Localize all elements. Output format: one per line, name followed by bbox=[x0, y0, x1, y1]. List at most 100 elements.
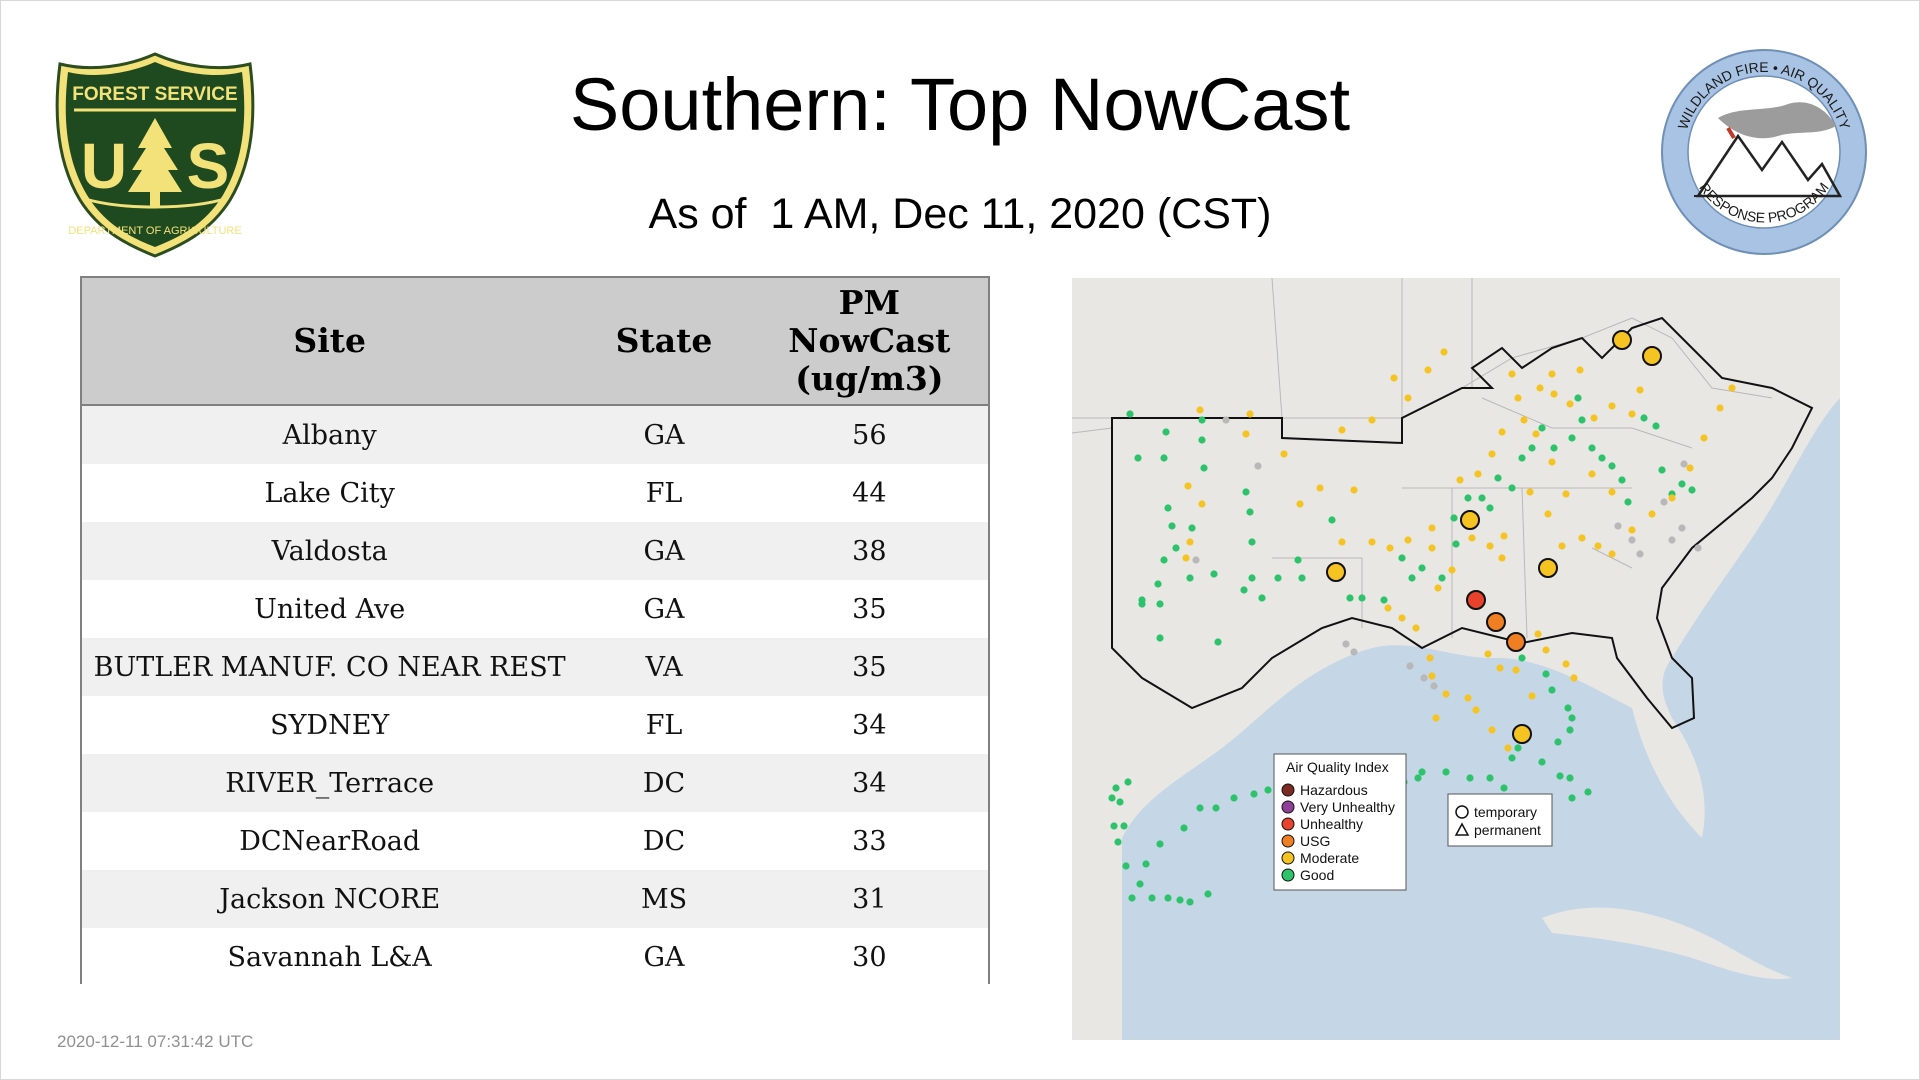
site-dot bbox=[1534, 630, 1542, 638]
site-dot bbox=[1456, 476, 1464, 484]
site-dot bbox=[1316, 484, 1324, 492]
site-dot bbox=[1204, 890, 1212, 898]
site-dot bbox=[1164, 504, 1172, 512]
legend-label-moderate: Moderate bbox=[1300, 850, 1359, 866]
cell-state: MS bbox=[577, 870, 751, 928]
cell-state: GA bbox=[577, 580, 751, 638]
legend-label-very-unhealthy: Very Unhealthy bbox=[1300, 799, 1395, 815]
column-header-pm-nowcast: PM NowCast (ug/m3) bbox=[750, 278, 988, 406]
site-dot bbox=[1212, 804, 1220, 812]
site-dot bbox=[1542, 670, 1550, 678]
site-dot bbox=[1214, 638, 1222, 646]
table-row: Jackson NCORE MS 31 bbox=[82, 870, 988, 928]
site-dot bbox=[1508, 484, 1516, 492]
site-dot bbox=[1564, 704, 1572, 712]
site-dot bbox=[1488, 450, 1496, 458]
table-row: BUTLER MANUF. CO NEAR REST VA 35 bbox=[82, 638, 988, 696]
site-dot bbox=[1512, 666, 1520, 674]
table-row: Valdosta GA 38 bbox=[82, 522, 988, 580]
site-dot bbox=[1112, 784, 1120, 792]
site-dot bbox=[1640, 414, 1648, 422]
site-dot bbox=[1688, 486, 1696, 494]
site-dot bbox=[1258, 594, 1266, 602]
table-row: Albany GA 56 bbox=[82, 405, 988, 464]
site-dot bbox=[1484, 650, 1492, 658]
site-dot bbox=[1110, 822, 1118, 830]
site-dot bbox=[1412, 624, 1420, 632]
site-dot bbox=[1466, 774, 1474, 782]
site-dot bbox=[1576, 366, 1584, 374]
southern-region-outline bbox=[1111, 316, 1814, 730]
site-dot bbox=[1442, 768, 1450, 776]
site-dot bbox=[1424, 366, 1432, 374]
table-row: Lake City FL 44 bbox=[82, 464, 988, 522]
site-dot bbox=[1136, 880, 1144, 888]
site-dot bbox=[1198, 416, 1206, 424]
site-dot bbox=[1426, 654, 1434, 662]
site-dot bbox=[1678, 524, 1686, 532]
site-dot bbox=[1478, 494, 1486, 502]
site-dot bbox=[1186, 574, 1194, 582]
site-marker-usg bbox=[1486, 612, 1506, 632]
site-dot bbox=[1164, 894, 1172, 902]
site-dot bbox=[1594, 542, 1602, 550]
site-dot bbox=[1294, 556, 1302, 564]
site-marker-moderate bbox=[1512, 724, 1532, 744]
site-dot bbox=[1192, 556, 1200, 564]
site-dot bbox=[1658, 466, 1666, 474]
site-dot bbox=[1414, 774, 1422, 782]
site-dot bbox=[1660, 498, 1668, 506]
aqi-map: Air Quality Index Hazardous Very Unhealt… bbox=[1072, 278, 1840, 1040]
site-dot bbox=[1528, 692, 1536, 700]
site-dot bbox=[1246, 508, 1254, 516]
site-dot bbox=[1544, 510, 1552, 518]
site-dot bbox=[1196, 804, 1204, 812]
marker-shape-legend: temporary permanent bbox=[1447, 793, 1553, 847]
site-dot bbox=[1526, 488, 1534, 496]
site-dot bbox=[1160, 454, 1168, 462]
site-dot bbox=[1628, 526, 1636, 534]
site-dot bbox=[1162, 428, 1170, 436]
site-marker-usg bbox=[1506, 632, 1526, 652]
site-dot bbox=[1588, 444, 1596, 452]
site-dot bbox=[1550, 444, 1558, 452]
cell-value: 38 bbox=[750, 522, 988, 580]
site-dot bbox=[1636, 550, 1644, 558]
cell-value: 35 bbox=[750, 638, 988, 696]
cell-value: 34 bbox=[750, 754, 988, 812]
cell-site: DCNearRoad bbox=[82, 812, 578, 870]
table-row: United Ave GA 35 bbox=[82, 580, 988, 638]
legend-label-usg: USG bbox=[1300, 833, 1330, 849]
site-dot bbox=[1570, 674, 1578, 682]
site-dot bbox=[1520, 416, 1528, 424]
site-dot bbox=[1566, 400, 1574, 408]
site-dot bbox=[1428, 672, 1436, 680]
cell-state: DC bbox=[577, 754, 751, 812]
table-header-row: Site State PM NowCast (ug/m3) bbox=[82, 278, 988, 406]
site-dot bbox=[1614, 522, 1622, 530]
site-dot bbox=[1398, 614, 1406, 622]
column-header-site: Site bbox=[82, 278, 578, 406]
site-dot bbox=[1566, 774, 1574, 782]
site-dot bbox=[1518, 654, 1526, 662]
site-dot bbox=[1346, 594, 1354, 602]
wildland-fire-air-quality-seal-icon: WILDLAND FIRE • AIR QUALITY RESPONSE PRO… bbox=[1658, 46, 1870, 258]
cell-value: 44 bbox=[750, 464, 988, 522]
site-dot bbox=[1686, 464, 1694, 472]
site-dot bbox=[1248, 574, 1256, 582]
site-dot bbox=[1188, 524, 1196, 532]
cell-site: SYDNEY bbox=[82, 696, 578, 754]
site-dot bbox=[1608, 488, 1616, 496]
site-dot bbox=[1498, 554, 1506, 562]
cell-value: 56 bbox=[750, 405, 988, 464]
cell-value: 30 bbox=[750, 928, 988, 986]
aqi-map-canvas: Air Quality Index Hazardous Very Unhealt… bbox=[1072, 278, 1840, 1040]
site-dot bbox=[1296, 500, 1304, 508]
site-dot bbox=[1418, 564, 1426, 572]
site-dot bbox=[1114, 838, 1122, 846]
site-dot bbox=[1390, 374, 1398, 382]
site-dot bbox=[1694, 544, 1702, 552]
site-dot bbox=[1486, 504, 1494, 512]
site-dot bbox=[1250, 790, 1258, 798]
site-dot bbox=[1242, 430, 1250, 438]
